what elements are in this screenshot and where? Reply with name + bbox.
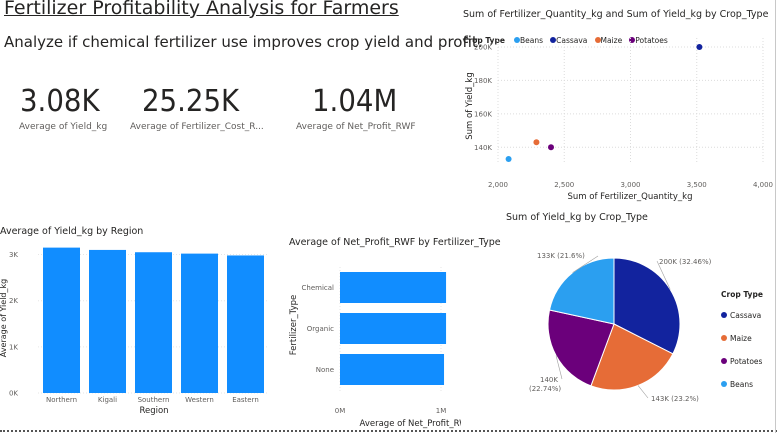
pie-label-potatoes-2: (22.74%) bbox=[529, 385, 561, 393]
fertilizer-x-axis-title: Average of Net_Profit_RWF bbox=[360, 419, 461, 429]
scatter-y-axis-title: Sum of Yield_kg bbox=[465, 72, 475, 139]
page-title: Fertilizer Profitability Analysis for Fa… bbox=[4, 0, 399, 19]
region-bar-northern[interactable] bbox=[43, 247, 80, 393]
scatter-x-tick: 3,000 bbox=[620, 181, 640, 189]
pie-chart[interactable]: 200K (32.46%) 143K (23.2%) 140K (22.74%)… bbox=[500, 228, 720, 428]
region-x-axis-title: Region bbox=[139, 406, 168, 416]
region-y-tick: 1K bbox=[9, 343, 18, 351]
kpi-card-yield[interactable]: 3.08K Average of Yield_kg bbox=[18, 82, 128, 137]
scatter-legend-title: Crop Type bbox=[463, 36, 505, 45]
pie-legend-maize: Maize bbox=[730, 334, 752, 343]
pie-leader-line bbox=[555, 355, 563, 380]
region-x-tick: Eastern bbox=[232, 396, 259, 404]
scatter-legend-beans: Beans bbox=[520, 36, 544, 45]
kpi-label: Average of Yield_kg bbox=[19, 122, 108, 132]
region-bar-chart[interactable]: 0K 1K 2K 3K Northern Kigali Southern Western Ea… bbox=[0, 240, 270, 420]
fertilizer-bar-none[interactable] bbox=[340, 354, 445, 385]
fertilizer-x-tick: 1M bbox=[436, 407, 447, 415]
region-y-tick: 2K bbox=[9, 297, 18, 305]
scatter-x-tick: 4,000 bbox=[753, 181, 773, 189]
kpi-value: 1.04M bbox=[312, 84, 398, 119]
scatter-legend[interactable]: Crop Type Beans Cassava Maize Potatoes bbox=[463, 28, 668, 45]
scatter-chart[interactable]: 2,000 2,500 3,000 3,500 4,000 140K 160K 180K 20… bbox=[460, 38, 775, 208]
legend-dot-icon bbox=[550, 37, 557, 43]
pie-legend-potatoes: Potatoes bbox=[730, 357, 763, 366]
kpi-label: Average of Fertilizer_Cost_R... bbox=[130, 122, 264, 132]
region-x-tick: Southern bbox=[138, 396, 170, 404]
pie-label-cassava: 200K (32.46%) bbox=[659, 258, 712, 266]
legend-dot-icon bbox=[629, 37, 636, 43]
pie-legend-cassava: Cassava bbox=[730, 311, 762, 320]
canvas-border-bottom bbox=[0, 430, 777, 432]
fertilizer-bar-chemical[interactable] bbox=[340, 272, 447, 303]
scatter-y-tick: 180K bbox=[474, 77, 492, 85]
scatter-point-maize[interactable] bbox=[533, 139, 540, 146]
kpi-value: 3.08K bbox=[20, 84, 100, 119]
fertilizer-x-tick: 0M bbox=[335, 407, 346, 415]
pie-leader-line bbox=[637, 385, 649, 399]
region-y-tick: 3K bbox=[9, 251, 18, 259]
legend-dot-icon bbox=[594, 37, 601, 43]
scatter-x-axis-title: Sum of Fertilizer_Quantity_kg bbox=[568, 192, 693, 202]
legend-dot-icon bbox=[721, 358, 727, 364]
scatter-point-cassava[interactable] bbox=[696, 44, 703, 50]
scatter-chart-title: Sum of Fertilizer_Quantity_kg and Sum of… bbox=[463, 9, 769, 20]
pie-legend-title: Crop Type bbox=[721, 290, 763, 299]
region-x-tick: Western bbox=[185, 396, 214, 404]
legend-dot-icon bbox=[721, 312, 727, 318]
pie-leader-line bbox=[572, 255, 599, 273]
scatter-legend-maize: Maize bbox=[600, 36, 623, 45]
scatter-x-tick: 2,000 bbox=[488, 181, 508, 189]
kpi-card-fertilizer-cost[interactable]: 25.25K Average of Fertilizer_Cost_R... bbox=[128, 82, 268, 137]
pie-label-beans: 133K (21.6%) bbox=[537, 252, 585, 260]
region-bar-kigali[interactable] bbox=[89, 249, 126, 393]
legend-dot-icon bbox=[721, 381, 727, 387]
kpi-card-net-profit[interactable]: 1.04M Average of Net_Profit_RWF bbox=[292, 82, 422, 137]
fertilizer-chart-title: Average of Net_Profit_RWF by Fertilizer_… bbox=[289, 237, 501, 248]
pie-chart-title: Sum of Yield_kg by Crop_Type bbox=[506, 212, 648, 223]
pie-slice-maize[interactable] bbox=[590, 323, 674, 391]
fertilizer-y-axis-title: Fertilizer_Type bbox=[289, 295, 299, 356]
scatter-point-potatoes[interactable] bbox=[548, 144, 554, 151]
scatter-point-beans[interactable] bbox=[505, 156, 512, 162]
pie-slice-beans[interactable] bbox=[548, 257, 615, 325]
scatter-y-tick: 140K bbox=[474, 144, 492, 152]
region-x-tick: Northern bbox=[46, 396, 77, 404]
legend-dot-icon bbox=[514, 37, 520, 43]
region-bar-eastern[interactable] bbox=[227, 255, 264, 393]
fertilizer-y-tick: Organic bbox=[307, 325, 334, 333]
region-y-tick: 0K bbox=[9, 390, 18, 398]
legend-dot-icon bbox=[721, 335, 727, 341]
fertilizer-y-tick: Chemical bbox=[302, 284, 335, 292]
pie-legend[interactable]: Crop Type Cassava Maize Potatoes Beans bbox=[721, 290, 775, 391]
scatter-x-tick: 2,500 bbox=[554, 181, 574, 189]
scatter-x-tick: 3,500 bbox=[687, 181, 707, 189]
region-y-axis-title: Average of Yield_kg bbox=[0, 279, 8, 357]
page-subtitle: Analyze if chemical fertilizer use impro… bbox=[4, 33, 483, 51]
kpi-value: 25.25K bbox=[142, 84, 240, 119]
region-bar-southern[interactable] bbox=[135, 252, 172, 393]
scatter-y-tick: 200K bbox=[474, 44, 492, 52]
scatter-legend-potatoes: Potatoes bbox=[635, 36, 668, 45]
region-x-tick: Kigali bbox=[98, 396, 117, 404]
region-bar-western[interactable] bbox=[181, 253, 218, 393]
scatter-legend-cassava: Cassava bbox=[556, 36, 588, 45]
pie-leader-line bbox=[656, 260, 671, 290]
kpi-label: Average of Net_Profit_RWF bbox=[296, 122, 416, 132]
pie-legend-beans: Beans bbox=[730, 380, 754, 389]
pie-label-potatoes-1: 140K bbox=[540, 376, 558, 384]
canvas-border-right bbox=[775, 0, 776, 433]
scatter-y-tick: 160K bbox=[474, 110, 492, 118]
fertilizer-y-tick: None bbox=[316, 366, 334, 374]
pie-label-maize: 143K (23.2%) bbox=[651, 395, 699, 403]
fertilizer-bar-chart[interactable]: Chemical Organic None 0M 1M Average of Net_… bbox=[286, 255, 461, 430]
fertilizer-bar-organic[interactable] bbox=[340, 313, 447, 344]
region-chart-title: Average of Yield_kg by Region bbox=[0, 226, 144, 237]
